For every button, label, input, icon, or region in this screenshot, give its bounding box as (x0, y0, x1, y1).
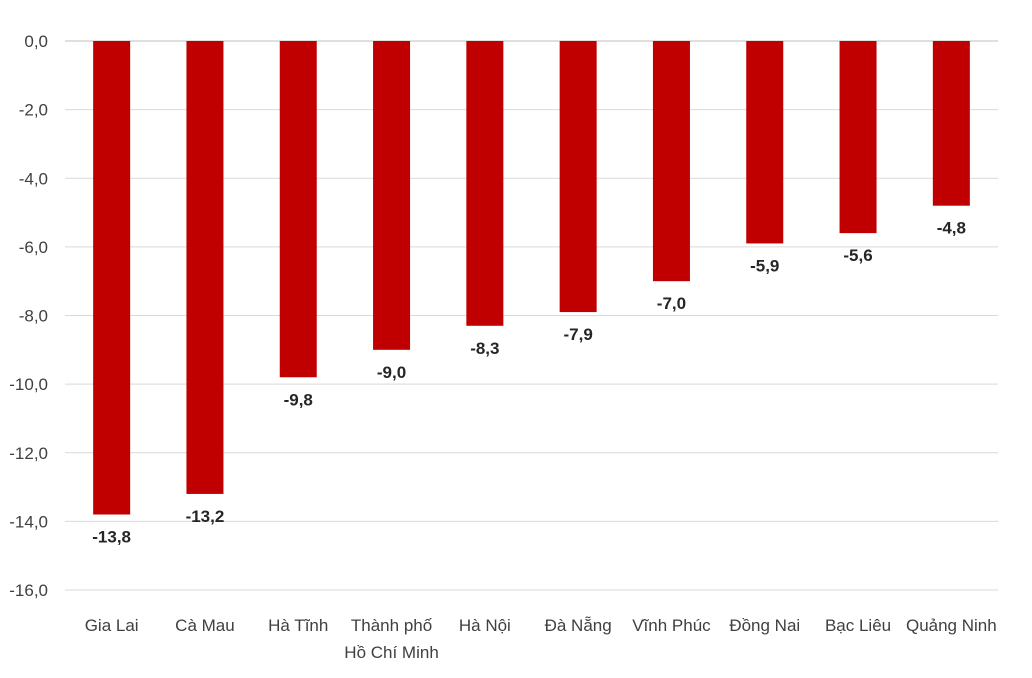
data-labels: -13,8 -13,2 -9,8 -9,0 -8,3 -7,9 -7,0 -5,9 -5,6 -4… (92, 219, 966, 547)
bar (559, 41, 597, 313)
y-tick-label: -6,0 (19, 238, 48, 257)
data-label: -9,0 (377, 363, 406, 382)
category-label-line: Cà Mau (175, 616, 235, 635)
category-label-line: Vĩnh Phúc (632, 616, 711, 635)
bar (93, 41, 131, 515)
bar (746, 41, 784, 244)
data-label: -5,6 (843, 246, 872, 265)
data-label: -9,8 (284, 390, 313, 409)
category-label: Hà Tĩnh (268, 616, 328, 635)
bar (279, 41, 317, 378)
category-label: Đà Nẵng (545, 616, 612, 635)
y-tick-label: -4,0 (19, 169, 48, 188)
category-label-line: Hồ Chí Minh (344, 643, 438, 662)
data-label: -13,2 (186, 507, 225, 526)
category-label-line: Thành phố (351, 616, 433, 635)
y-tick-label: -14,0 (9, 512, 48, 531)
y-axis-tick-labels: 0,0 -2,0 -4,0 -6,0 -8,0 -10,0 -12,0 -14,0 -16,0 (9, 32, 48, 600)
y-tick-label: -8,0 (19, 307, 48, 326)
data-label: -7,9 (564, 325, 593, 344)
category-label: Gia Lai (85, 616, 139, 635)
data-label: -7,0 (657, 294, 686, 313)
category-label-line: Đồng Nai (729, 616, 800, 635)
category-label-line: Hà Nội (459, 616, 511, 635)
category-label: Hà Nội (459, 616, 511, 635)
category-label: Vĩnh Phúc (632, 616, 711, 635)
data-label: -5,9 (750, 256, 779, 275)
category-label-line: Hà Tĩnh (268, 616, 328, 635)
category-label-line: Bạc Liêu (825, 616, 891, 635)
category-label-line: Quảng Ninh (906, 616, 997, 635)
category-label-line: Đà Nẵng (545, 616, 612, 635)
data-label: -4,8 (937, 219, 966, 238)
category-label: Bạc Liêu (825, 616, 891, 635)
y-tick-label: -2,0 (19, 101, 48, 120)
category-label: Cà Mau (175, 616, 235, 635)
bar (839, 41, 877, 234)
category-label: Thành phố Hồ Chí Minh (344, 616, 438, 662)
bar (186, 41, 224, 494)
y-tick-label: -12,0 (9, 444, 48, 463)
category-label: Đồng Nai (729, 616, 800, 635)
y-tick-label: -16,0 (9, 581, 48, 600)
data-label: -8,3 (470, 339, 499, 358)
y-tick-label: 0,0 (24, 32, 48, 51)
category-labels: Gia Lai Cà Mau Hà Tĩnh Thành phố Hồ Chí Minh… (85, 616, 997, 662)
data-label: -13,8 (92, 528, 131, 547)
category-label: Quảng Ninh (906, 616, 997, 635)
bar (466, 41, 504, 326)
bars (93, 41, 970, 515)
bar (652, 41, 690, 282)
y-tick-label: -10,0 (9, 375, 48, 394)
bar (373, 41, 411, 350)
category-label-line: Gia Lai (85, 616, 139, 635)
bar (932, 41, 970, 206)
